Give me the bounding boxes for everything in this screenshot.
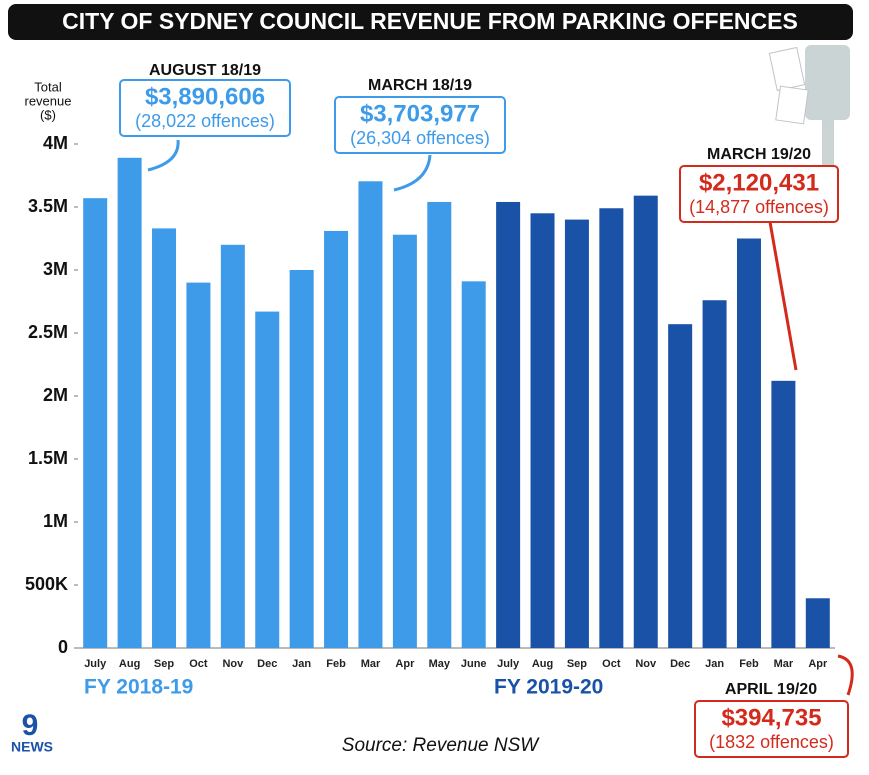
title-box — [8, 4, 853, 40]
annotation-amount: $3,890,606 — [145, 83, 265, 110]
annotation-amount: $3,703,977 — [360, 100, 480, 127]
annotation-arrow — [393, 154, 432, 192]
x-tick-label: Feb — [326, 658, 346, 670]
bar — [427, 201, 452, 648]
x-tick-label: Apr — [808, 658, 828, 670]
bar — [599, 208, 624, 648]
x-tick-label: Nov — [222, 658, 244, 670]
annotation-arrow — [147, 139, 180, 172]
bar — [117, 157, 142, 649]
annotation-box — [119, 79, 291, 137]
x-tick-label: Aug — [532, 658, 553, 670]
annotation-title: AUGUST 18/19 — [149, 62, 261, 79]
annotation-offences: (1832 offences) — [709, 732, 834, 752]
annotation-title: APRIL 19/20 — [725, 681, 817, 698]
x-tick-label: Oct — [602, 658, 621, 670]
x-tick-label: Apr — [395, 658, 415, 670]
annotation-offences: (28,022 offences) — [135, 111, 275, 131]
x-tick-label: Jan — [705, 658, 724, 670]
bar — [220, 244, 245, 649]
x-tick-label: Dec — [257, 658, 277, 670]
bar — [186, 282, 211, 648]
y-axis-label: ($) — [40, 107, 56, 122]
y-tick-label: 3M — [43, 259, 68, 279]
bar — [736, 238, 761, 648]
x-tick-label: Sep — [567, 658, 587, 670]
x-tick-label: Sep — [154, 658, 174, 670]
annotation-box — [334, 96, 506, 154]
bar — [392, 234, 417, 648]
annotation-box — [679, 165, 839, 223]
bar — [152, 228, 177, 649]
bar — [289, 270, 314, 648]
legend-label: FY 2018-19 — [84, 676, 193, 699]
chart-title: CITY OF SYDNEY COUNCIL REVENUE FROM PARK… — [62, 8, 798, 34]
annotation-title: MARCH 18/19 — [368, 77, 472, 94]
annotation-title: MARCH 19/20 — [707, 146, 811, 163]
y-tick-label: 0 — [58, 637, 68, 657]
bar — [496, 201, 521, 648]
y-tick-label: 2M — [43, 385, 68, 405]
x-tick-label: July — [84, 658, 107, 670]
annotation-offences: (14,877 offences) — [689, 197, 829, 217]
bar — [324, 230, 349, 648]
bar — [805, 598, 830, 648]
annotation-arrow — [768, 221, 798, 371]
annotation-amount: $2,120,431 — [699, 169, 819, 196]
y-tick-label: 1.5M — [28, 448, 68, 468]
y-tick-label: 1M — [43, 511, 68, 531]
meter-icon — [768, 45, 850, 170]
bar — [702, 300, 727, 648]
logo-news: NEWS — [11, 739, 53, 755]
bar — [668, 324, 693, 648]
bar — [255, 311, 280, 648]
y-tick-label: 500K — [25, 574, 68, 594]
y-tick-label: 2.5M — [28, 322, 68, 342]
x-tick-label: Mar — [774, 658, 794, 670]
y-axis-label: Total — [34, 79, 62, 94]
bar — [564, 219, 589, 648]
bar — [83, 198, 108, 648]
x-tick-label: June — [461, 658, 487, 670]
x-tick-label: Mar — [361, 658, 381, 670]
bar — [461, 281, 486, 648]
x-tick-label: Jan — [292, 658, 311, 670]
bar — [358, 181, 383, 649]
annotation-offences: (26,304 offences) — [350, 128, 490, 148]
annotation-arrow — [837, 654, 854, 696]
annotation-box — [694, 700, 849, 758]
x-tick-label: Oct — [189, 658, 208, 670]
x-tick-label: Aug — [119, 658, 140, 670]
y-tick-label: 4M — [43, 133, 68, 153]
x-tick-label: Nov — [635, 658, 657, 670]
logo-nine: 9 — [22, 709, 39, 742]
y-axis-label: revenue — [25, 93, 72, 108]
source: Source: Revenue NSW — [342, 735, 540, 756]
y-tick-label: 3.5M — [28, 196, 68, 216]
bar — [633, 195, 658, 648]
bar — [530, 213, 555, 649]
x-tick-label: Feb — [739, 658, 759, 670]
x-tick-label: Dec — [670, 658, 690, 670]
x-tick-label: May — [429, 658, 451, 670]
annotation-amount: $394,735 — [721, 704, 821, 731]
legend-label: FY 2019-20 — [494, 676, 603, 699]
x-tick-label: July — [497, 658, 520, 670]
bar — [771, 380, 796, 648]
